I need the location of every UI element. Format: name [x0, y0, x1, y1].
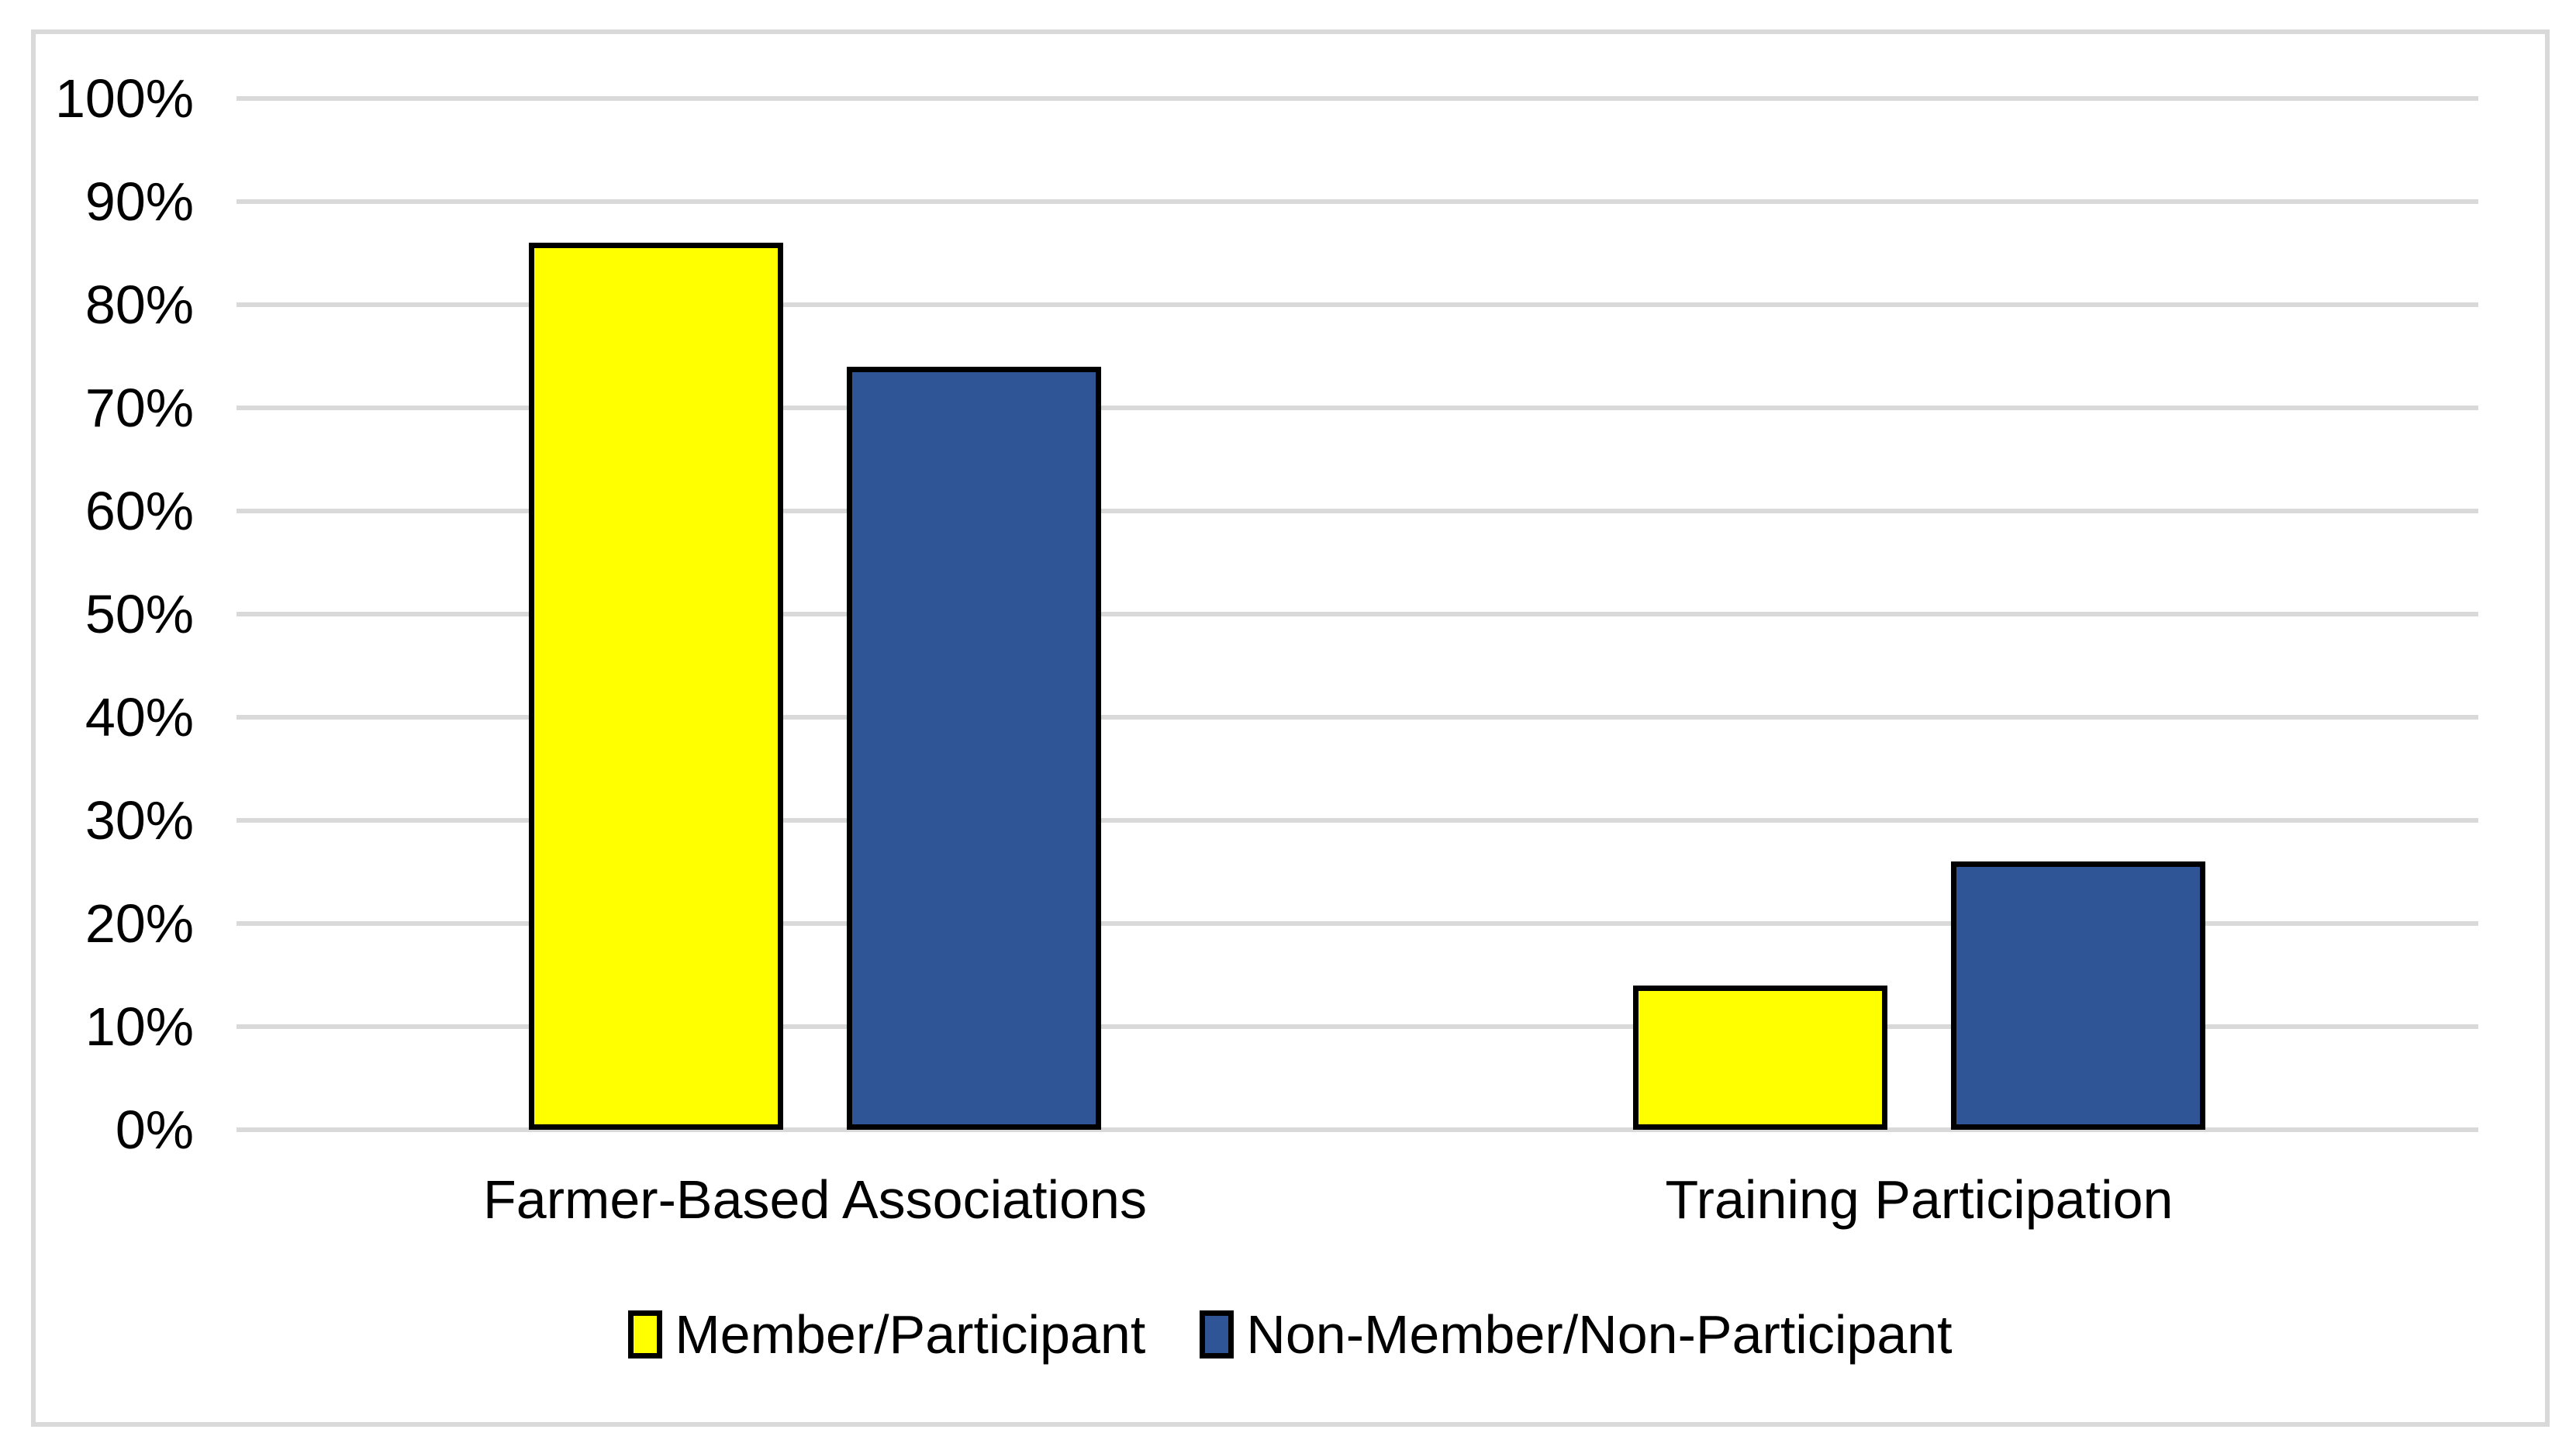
category-label-farmer-based-associations: Farmer-Based Associations [483, 1169, 1147, 1230]
bar-member-participant-farmer-based-associations [529, 243, 783, 1130]
legend-swatch-member-participant [628, 1310, 663, 1359]
legend-item-member-participant: Member/Participant [628, 1302, 1145, 1367]
y-tick-label-70: 70% [85, 378, 194, 438]
bar-member-participant-training-participation [1633, 985, 1887, 1130]
bar-non-member-non-participant-training-participation [1951, 861, 2205, 1130]
y-tick-label-90: 90% [85, 171, 194, 232]
legend-label-non-member-non-participant: Non-Member/Non-Participant [1246, 1304, 1953, 1365]
legend-item-non-member-non-participant: Non-Member/Non-Participant [1200, 1302, 1953, 1367]
gridline-100 [237, 96, 2478, 101]
gridline-70 [237, 406, 2478, 410]
y-tick-label-80: 80% [85, 274, 194, 335]
y-tick-label-60: 60% [85, 481, 194, 541]
gridline-30 [237, 818, 2478, 823]
gridline-0 [237, 1127, 2478, 1132]
y-tick-label-10: 10% [85, 996, 194, 1057]
legend-swatch-non-member-non-participant [1200, 1310, 1234, 1359]
y-tick-label-40: 40% [85, 687, 194, 747]
bar-non-member-non-participant-farmer-based-associations [847, 366, 1101, 1130]
gridline-50 [237, 612, 2478, 616]
category-label-training-participation: Training Participation [1665, 1169, 2174, 1230]
gridline-80 [237, 302, 2478, 307]
y-tick-label-0: 0% [115, 1100, 194, 1160]
y-tick-label-100: 100% [54, 68, 194, 129]
chart-frame: 0% 10% 20% 30% 40% 50% 60% 70% 80% 90% 100% Farmer… [31, 29, 2550, 1427]
y-tick-label-20: 20% [85, 893, 194, 954]
gridline-60 [237, 509, 2478, 513]
y-tick-label-50: 50% [85, 584, 194, 644]
legend: Member/Participant Non-Member/Non-Partici… [36, 1302, 2545, 1367]
gridline-40 [237, 715, 2478, 720]
gridline-20 [237, 921, 2478, 926]
legend-label-member-participant: Member/Participant [675, 1304, 1146, 1365]
gridline-10 [237, 1024, 2478, 1029]
y-tick-label-30: 30% [85, 790, 194, 851]
gridline-90 [237, 199, 2478, 204]
plot-area [237, 96, 2478, 1132]
